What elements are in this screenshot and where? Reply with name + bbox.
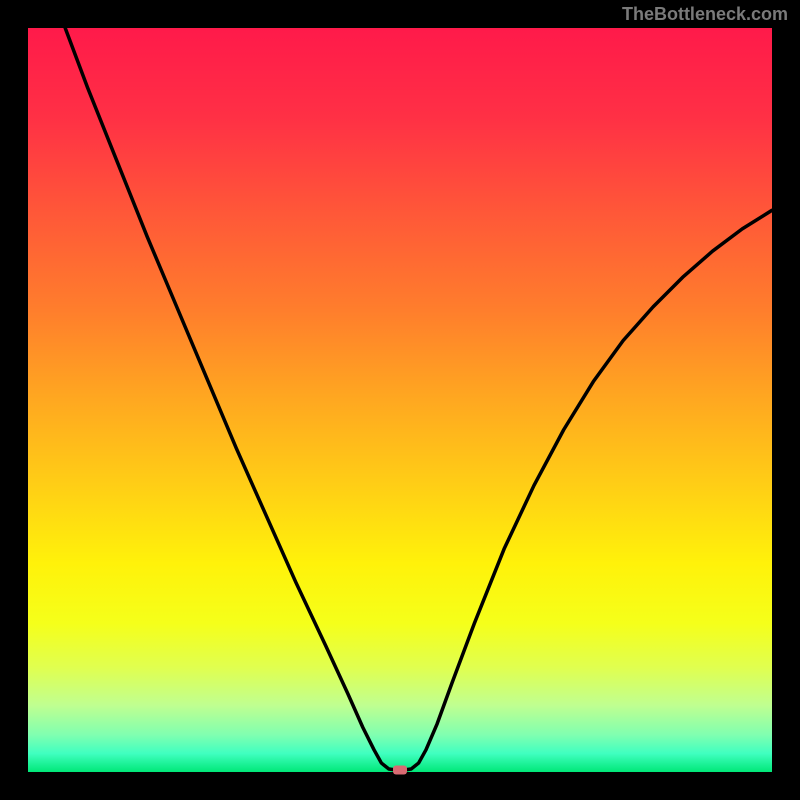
curve-line <box>28 28 772 772</box>
chart-container: TheBottleneck.com <box>0 0 800 800</box>
plot-area <box>28 28 772 772</box>
minimum-marker <box>393 765 407 774</box>
watermark-text: TheBottleneck.com <box>622 4 788 25</box>
